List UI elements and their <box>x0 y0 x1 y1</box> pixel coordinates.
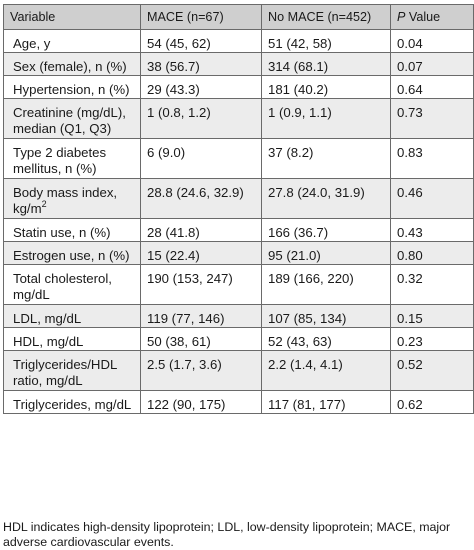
variable-label-line: Age, y <box>13 36 51 51</box>
variable-label-line: Body mass index, <box>13 185 118 200</box>
p-value-cell: 0.46 <box>390 178 474 219</box>
mace-value-cell: 15 (22.4) <box>140 241 262 265</box>
p-value-cell: 0.04 <box>390 29 474 53</box>
variable-label-line: kg/m <box>13 201 42 216</box>
table-row: Body mass index, kg/m2 28.8 (24.6, 32.9) 27… <box>3 178 474 219</box>
variable-label-line: Estrogen use, n (%) <box>13 248 130 263</box>
variable-label-line: mg/dL <box>13 287 50 302</box>
characteristics-table: Variable MACE (n=67) No MACE (n=452) P V… <box>3 4 474 414</box>
variable-label-line: Hypertension, n (%) <box>13 82 130 97</box>
no-mace-value-cell: 95 (21.0) <box>261 241 391 265</box>
no-mace-value-cell: 117 (81, 177) <box>261 390 391 414</box>
p-value-cell: 0.73 <box>390 98 474 139</box>
footnote: HDL indicates high-density lipoprotein; … <box>3 520 451 549</box>
table-row: HDL, mg/dL 50 (38, 61) 52 (43, 63) 0.23 <box>3 327 474 351</box>
variable-cell: Triglycerides/HDL ratio, mg/dL <box>3 350 141 391</box>
no-mace-value-cell: 52 (43, 63) <box>261 327 391 351</box>
no-mace-value-cell: 189 (166, 220) <box>261 264 391 305</box>
mace-value-cell: 29 (43.3) <box>140 75 262 99</box>
table-row: Age, y 54 (45, 62) 51 (42, 58) 0.04 <box>3 29 474 53</box>
no-mace-value-cell: 1 (0.9, 1.1) <box>261 98 391 139</box>
table-row: Sex (female), n (%) 38 (56.7) 314 (68.1) 0.… <box>3 52 474 76</box>
variable-cell: HDL, mg/dL <box>3 327 141 351</box>
p-value-cell: 0.32 <box>390 264 474 305</box>
table-row: Triglycerides/HDL ratio, mg/dL 2.5 (1.7, 3… <box>3 350 474 391</box>
variable-cell: Triglycerides, mg/dL <box>3 390 141 414</box>
header-no-mace: No MACE (n=452) <box>261 4 391 30</box>
no-mace-value-cell: 27.8 (24.0, 31.9) <box>261 178 391 219</box>
header-p-letter: P <box>397 10 406 24</box>
table-row: LDL, mg/dL 119 (77, 146) 107 (85, 134) 0.15 <box>3 304 474 328</box>
table-row: Triglycerides, mg/dL 122 (90, 175) 117 (81… <box>3 390 474 414</box>
variable-label-line: Triglycerides, mg/dL <box>13 397 132 412</box>
mace-value-cell: 28.8 (24.6, 32.9) <box>140 178 262 219</box>
header-p-value: P Value <box>390 4 474 30</box>
variable-label-line: mellitus, n (%) <box>13 161 97 176</box>
no-mace-value-cell: 51 (42, 58) <box>261 29 391 53</box>
p-value-cell: 0.64 <box>390 75 474 99</box>
p-value-cell: 0.83 <box>390 138 474 179</box>
header-value-word: Value <box>408 10 441 24</box>
mace-value-cell: 119 (77, 146) <box>140 304 262 328</box>
variable-label-line: Type 2 diabetes <box>13 145 107 160</box>
no-mace-value-cell: 37 (8.2) <box>261 138 391 179</box>
p-value-cell: 0.62 <box>390 390 474 414</box>
variable-cell: Type 2 diabetes mellitus, n (%) <box>3 138 141 179</box>
variable-label-line: Triglycerides/HDL <box>13 357 118 372</box>
p-value-cell: 0.80 <box>390 241 474 265</box>
no-mace-value-cell: 166 (36.7) <box>261 218 391 242</box>
table-row: Type 2 diabetes mellitus, n (%) 6 (9.0) 37 … <box>3 138 474 179</box>
variable-cell: Age, y <box>3 29 141 53</box>
mace-value-cell: 122 (90, 175) <box>140 390 262 414</box>
header-mace: MACE (n=67) <box>140 4 262 30</box>
header-row: Variable MACE (n=67) No MACE (n=452) P V… <box>3 4 474 30</box>
table-body: Age, y 54 (45, 62) 51 (42, 58) 0.04 Sex (fem… <box>3 29 474 414</box>
mace-value-cell: 54 (45, 62) <box>140 29 262 53</box>
p-value-cell: 0.43 <box>390 218 474 242</box>
variable-cell: Statin use, n (%) <box>3 218 141 242</box>
mace-value-cell: 38 (56.7) <box>140 52 262 76</box>
mace-value-cell: 6 (9.0) <box>140 138 262 179</box>
mace-value-cell: 190 (153, 247) <box>140 264 262 305</box>
mace-value-cell: 28 (41.8) <box>140 218 262 242</box>
table-row: Estrogen use, n (%) 15 (22.4) 95 (21.0) 0.8… <box>3 241 474 265</box>
p-value-cell: 0.23 <box>390 327 474 351</box>
superscript: 2 <box>41 198 47 209</box>
variable-label-line: Total cholesterol, <box>13 271 112 286</box>
mace-value-cell: 1 (0.8, 1.2) <box>140 98 262 139</box>
variable-label-line: LDL, mg/dL <box>13 311 82 326</box>
table-header: Variable MACE (n=67) No MACE (n=452) P V… <box>3 4 474 30</box>
variable-cell: Hypertension, n (%) <box>3 75 141 99</box>
variable-label-line: Creatinine (mg/dL), <box>13 105 126 120</box>
table-row: Total cholesterol, mg/dL 190 (153, 247) 189… <box>3 264 474 305</box>
header-variable: Variable <box>3 4 141 30</box>
variable-label-line: Statin use, n (%) <box>13 225 111 240</box>
variable-label-line: HDL, mg/dL <box>13 334 84 349</box>
variable-cell: Creatinine (mg/dL), median (Q1, Q3) <box>3 98 141 139</box>
mace-value-cell: 2.5 (1.7, 3.6) <box>140 350 262 391</box>
no-mace-value-cell: 181 (40.2) <box>261 75 391 99</box>
no-mace-value-cell: 107 (85, 134) <box>261 304 391 328</box>
variable-label-line: ratio, mg/dL <box>13 373 83 388</box>
no-mace-value-cell: 2.2 (1.4, 4.1) <box>261 350 391 391</box>
variable-label-line: Sex (female), n (%) <box>13 59 127 74</box>
table-row: Statin use, n (%) 28 (41.8) 166 (36.7) 0.43 <box>3 218 474 242</box>
variable-cell: Total cholesterol, mg/dL <box>3 264 141 305</box>
table-row: Creatinine (mg/dL), median (Q1, Q3) 1 (0.8… <box>3 98 474 139</box>
variable-cell: Sex (female), n (%) <box>3 52 141 76</box>
p-value-cell: 0.52 <box>390 350 474 391</box>
no-mace-value-cell: 314 (68.1) <box>261 52 391 76</box>
table-row: Hypertension, n (%) 29 (43.3) 181 (40.2) 0.… <box>3 75 474 99</box>
p-value-cell: 0.15 <box>390 304 474 328</box>
variable-cell: Body mass index, kg/m2 <box>3 178 141 219</box>
variable-cell: LDL, mg/dL <box>3 304 141 328</box>
variable-cell: Estrogen use, n (%) <box>3 241 141 265</box>
variable-label-line: median (Q1, Q3) <box>13 121 112 136</box>
mace-value-cell: 50 (38, 61) <box>140 327 262 351</box>
p-value-cell: 0.07 <box>390 52 474 76</box>
